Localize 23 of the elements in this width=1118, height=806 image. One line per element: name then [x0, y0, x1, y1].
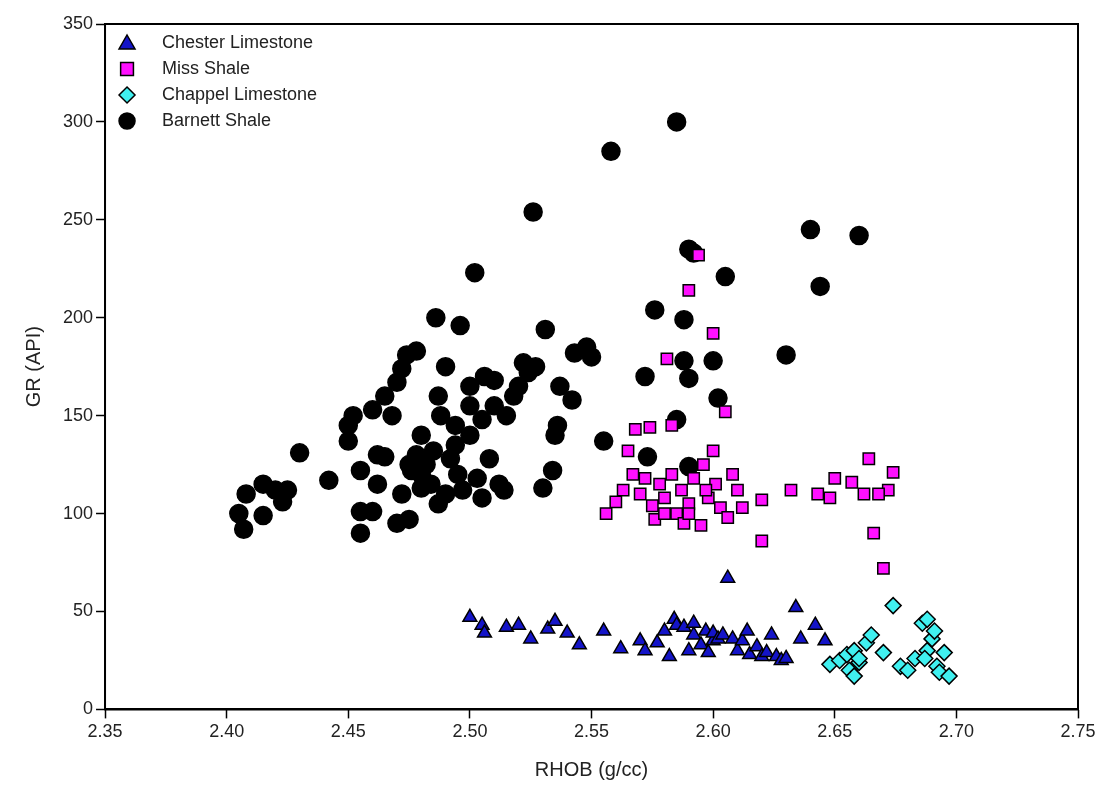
x-tick-label: 2.70 — [938, 721, 974, 742]
x-tick-label: 2.60 — [695, 721, 731, 742]
legend-label: Chester Limestone — [162, 31, 314, 52]
x-axis-title: RHOB (g/cc) — [534, 757, 649, 780]
y-tick-label: 0 — [83, 698, 94, 719]
legend-label: Chappel Limestone — [162, 83, 318, 104]
legend-label: Miss Shale — [162, 57, 251, 78]
legend-label: Barnett Shale — [162, 109, 272, 130]
x-tick-label: 2.50 — [452, 721, 488, 742]
x-tick-label: 2.75 — [1060, 721, 1096, 742]
y-tick-label: 350 — [62, 12, 94, 33]
x-tick-label: 2.65 — [817, 721, 853, 742]
y-tick-label: 150 — [62, 404, 94, 425]
y-tick-label: 100 — [62, 502, 94, 523]
x-tick-label: 2.35 — [87, 721, 123, 742]
y-axis-title: GR (API) — [21, 326, 44, 408]
y-tick-label: 50 — [73, 600, 94, 621]
y-tick-label: 250 — [62, 208, 94, 229]
y-tick-label: 200 — [62, 306, 94, 327]
x-tick-label: 2.45 — [330, 721, 366, 742]
x-tick-label: 2.40 — [209, 721, 245, 742]
x-tick-label: 2.55 — [573, 721, 610, 742]
y-tick-label: 300 — [62, 110, 94, 131]
